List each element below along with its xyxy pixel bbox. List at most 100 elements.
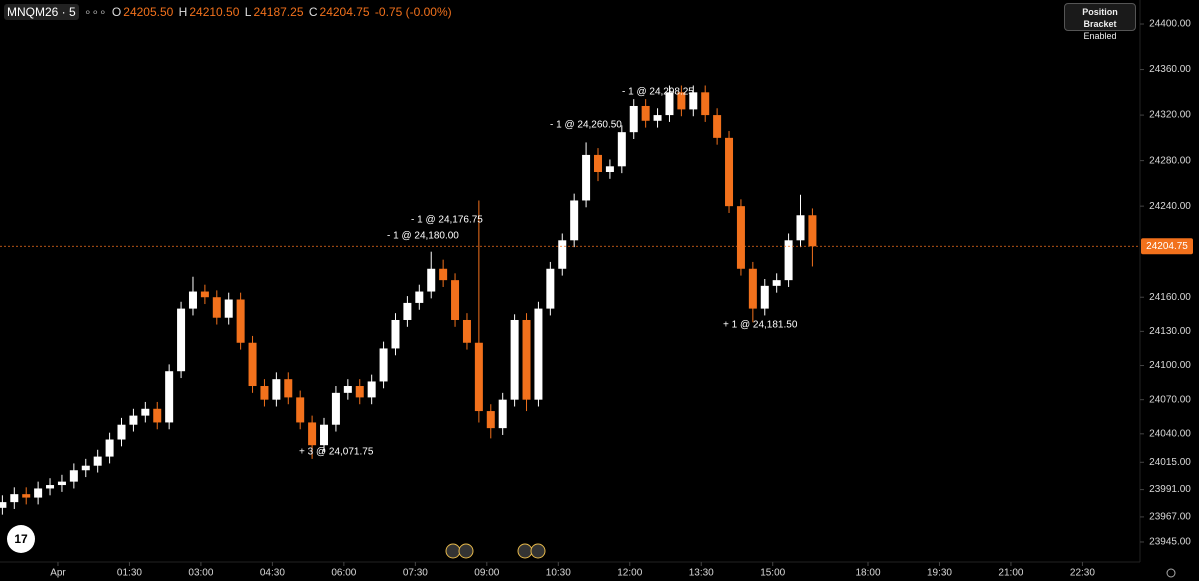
candle-body xyxy=(105,439,114,457)
x-tick-label: 18:00 xyxy=(855,568,880,579)
candle xyxy=(689,85,698,117)
candle xyxy=(391,313,400,356)
candle-body xyxy=(224,299,233,318)
candle-body xyxy=(57,481,66,486)
candle xyxy=(439,259,448,287)
candle xyxy=(546,261,555,316)
x-tick-label: 19:30 xyxy=(927,568,952,579)
candle-body xyxy=(665,92,674,116)
candle-body xyxy=(177,308,186,372)
candle xyxy=(367,374,376,405)
candle xyxy=(177,301,186,379)
candle xyxy=(34,481,43,505)
candle-body xyxy=(200,291,209,298)
candle xyxy=(22,487,31,505)
candle xyxy=(188,276,197,316)
candle-body xyxy=(784,240,793,281)
candle xyxy=(427,251,436,299)
candle xyxy=(474,200,483,423)
candle-body xyxy=(486,411,495,429)
candle-body xyxy=(81,465,90,471)
y-tick-label: 24360.00 xyxy=(1149,64,1191,75)
candle xyxy=(153,401,162,430)
high-label: H xyxy=(178,5,188,19)
x-tick-label: 22:30 xyxy=(1070,568,1095,579)
candle xyxy=(57,474,66,492)
high-value: 24210.50 xyxy=(189,5,240,19)
candle-body xyxy=(308,422,317,446)
x-tick-label: 03:00 xyxy=(188,568,213,579)
candle-body xyxy=(129,415,138,425)
candle-body xyxy=(153,408,162,423)
trade-annotation: + 1 @ 24,181.50 xyxy=(723,320,798,331)
y-tick-label: 24040.00 xyxy=(1149,428,1191,439)
candle xyxy=(760,279,769,316)
candle-body xyxy=(796,215,805,241)
svg-text:17: 17 xyxy=(14,532,28,546)
candle-body xyxy=(593,154,602,173)
candle xyxy=(284,372,293,405)
candle-body xyxy=(498,399,507,429)
candle-body xyxy=(617,132,626,167)
candle xyxy=(498,392,507,435)
candle-body xyxy=(320,424,329,446)
candle xyxy=(451,273,460,327)
candle-body xyxy=(188,291,197,309)
trade-annotation: - 1 @ 24,180.00 xyxy=(387,231,459,242)
candle xyxy=(296,390,305,430)
close-value: 24204.75 xyxy=(319,5,370,19)
menu-dots[interactable]: ∘∘∘ xyxy=(84,5,107,19)
last-price-label: 24204.75 xyxy=(1146,241,1188,252)
candle xyxy=(308,415,317,459)
trade-annotation: - 1 @ 24,176.75 xyxy=(411,215,483,226)
change: -0.75 (-0.00%) xyxy=(374,5,452,19)
y-tick-label: 23967.00 xyxy=(1149,512,1191,523)
y-tick-label: 24130.00 xyxy=(1149,326,1191,337)
candle xyxy=(701,85,710,122)
candle xyxy=(570,193,579,248)
candle xyxy=(320,417,329,453)
candle-body xyxy=(474,342,483,412)
candle-body xyxy=(427,268,436,292)
candle xyxy=(462,313,471,350)
y-tick-label: 24160.00 xyxy=(1149,292,1191,303)
candle-body xyxy=(0,502,7,508)
candle xyxy=(248,335,257,393)
x-tick-label: 10:30 xyxy=(546,568,571,579)
tv-logo[interactable]: 17 xyxy=(7,525,35,553)
candle xyxy=(653,108,662,128)
candle xyxy=(403,296,412,327)
candle xyxy=(200,284,209,305)
y-tick-label: 24280.00 xyxy=(1149,155,1191,166)
candle-body xyxy=(379,348,388,382)
symbol[interactable]: MNQM26 · 5 xyxy=(4,4,79,20)
position-bracket[interactable]: Position Bracket Enabled xyxy=(1064,3,1136,41)
settings-icon[interactable] xyxy=(1166,568,1176,578)
candle-body xyxy=(713,115,722,138)
candle xyxy=(725,131,734,213)
candle xyxy=(81,458,90,478)
candle-body xyxy=(117,424,126,440)
candle xyxy=(260,379,269,407)
candle-body xyxy=(403,302,412,320)
candle xyxy=(331,386,340,432)
x-tick-label: Apr xyxy=(50,568,66,579)
candle xyxy=(641,99,650,128)
x-tick-label: 01:30 xyxy=(117,568,142,579)
y-tick-label: 23991.00 xyxy=(1149,484,1191,495)
candle-body xyxy=(10,494,19,503)
candle xyxy=(510,314,519,407)
candle-body xyxy=(391,319,400,349)
candle xyxy=(0,495,7,515)
event-icons[interactable] xyxy=(445,543,546,559)
candle-body xyxy=(284,379,293,398)
candle-body xyxy=(69,470,78,482)
candle-body xyxy=(736,206,745,269)
candle xyxy=(69,463,78,489)
x-tick-label: 13:30 xyxy=(689,568,714,579)
x-tick-label: 21:00 xyxy=(998,568,1023,579)
open-value: 24205.50 xyxy=(123,5,174,19)
candle-body xyxy=(46,485,55,489)
